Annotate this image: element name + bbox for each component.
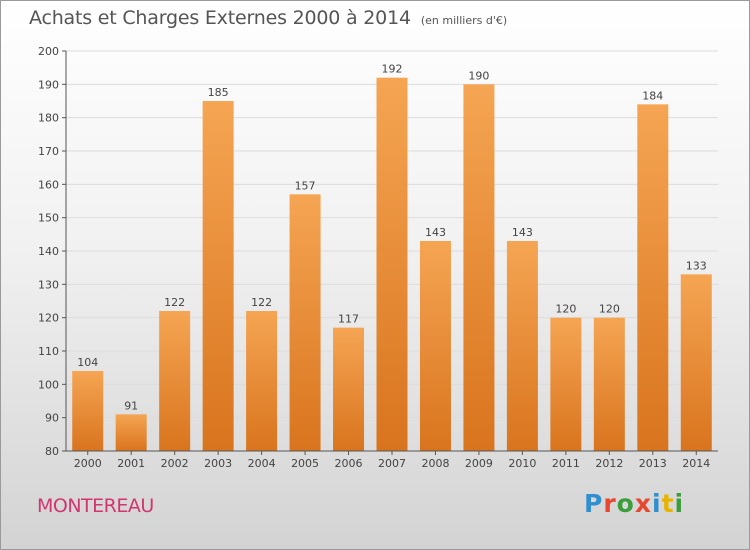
y-tick-label: 140 (38, 245, 59, 258)
x-axis-ticks: 2000 2001 2002 2003 2004 2005 2006 2007 2008 2009… (74, 451, 710, 470)
bar (202, 101, 234, 451)
logo-letter: r (603, 489, 617, 518)
y-tick-label: 80 (45, 445, 59, 458)
x-tick-label: 2011 (552, 457, 580, 470)
bar (376, 77, 408, 452)
logo-letter: x (634, 489, 652, 518)
axes (65, 51, 718, 452)
bar (115, 414, 147, 451)
x-tick-label: 2002 (161, 457, 189, 470)
chart-title-text: Achats et Charges Externes 2000 à 2014 (29, 7, 411, 29)
bar (72, 371, 104, 451)
proxiti-logo: Proxiti (584, 489, 684, 518)
bars (72, 77, 712, 452)
logo-letter: i (674, 489, 685, 518)
data-label: 185 (208, 86, 229, 99)
bar (159, 311, 191, 451)
data-label: 122 (164, 296, 185, 309)
chart-subtitle: (en milliers d'€) (420, 14, 508, 27)
commune-name: MONTEREAU (37, 495, 154, 517)
y-tick-label: 110 (38, 345, 59, 358)
chart-title: Achats et Charges Externes 2000 à 2014 (e… (29, 7, 507, 29)
x-tick-label: 2013 (639, 457, 667, 470)
data-label: 120 (555, 303, 576, 316)
logo-letter: t (661, 489, 675, 518)
y-tick-label: 190 (38, 78, 59, 91)
bar (289, 194, 321, 452)
x-tick-label: 2014 (682, 457, 710, 470)
data-label: 143 (425, 226, 446, 239)
x-tick-label: 2005 (291, 457, 319, 470)
y-tick-label: 120 (38, 312, 59, 325)
y-tick-label: 150 (38, 212, 59, 225)
y-tick-label: 200 (38, 45, 59, 58)
data-labels: 104 91 122 185 122 157 117 192 143 190 143 120 120 18… (77, 63, 707, 413)
y-tick-label: 90 (45, 412, 59, 425)
x-tick-label: 2001 (117, 457, 145, 470)
data-label: 190 (468, 69, 489, 82)
x-tick-label: 2009 (465, 457, 493, 470)
bar (419, 241, 451, 451)
y-tick-label: 100 (38, 378, 59, 391)
bar (246, 311, 278, 451)
y-tick-label: 160 (38, 178, 59, 191)
data-label: 122 (251, 296, 272, 309)
logo-letter: P (584, 489, 604, 518)
x-tick-label: 2008 (421, 457, 449, 470)
data-label: 120 (599, 303, 620, 316)
data-label: 117 (338, 313, 359, 326)
bar (680, 274, 712, 451)
data-label: 184 (642, 89, 663, 102)
x-tick-label: 2000 (74, 457, 102, 470)
logo-letter: o (616, 489, 635, 518)
y-tick-label: 170 (38, 145, 59, 158)
x-tick-label: 2010 (508, 457, 536, 470)
logo-letter: i (652, 489, 662, 518)
bar (593, 317, 625, 451)
data-label: 104 (77, 356, 98, 369)
x-tick-label: 2003 (204, 457, 232, 470)
bar (463, 84, 495, 451)
bar (506, 241, 538, 451)
data-label: 133 (686, 259, 707, 272)
x-tick-label: 2007 (378, 457, 406, 470)
data-label: 91 (124, 399, 138, 412)
x-tick-label: 2004 (248, 457, 276, 470)
bar (637, 104, 669, 451)
y-axis-ticks: 80 90 100 110 120 130 140 150 160 170 180 190 200 (38, 45, 66, 458)
x-tick-label: 2006 (335, 457, 363, 470)
data-label: 143 (512, 226, 533, 239)
bar (550, 317, 582, 451)
x-tick-label: 2012 (595, 457, 623, 470)
data-label: 157 (295, 179, 316, 192)
y-tick-label: 180 (38, 112, 59, 125)
bar (333, 327, 365, 451)
y-tick-label: 130 (38, 278, 59, 291)
data-label: 192 (382, 63, 403, 76)
